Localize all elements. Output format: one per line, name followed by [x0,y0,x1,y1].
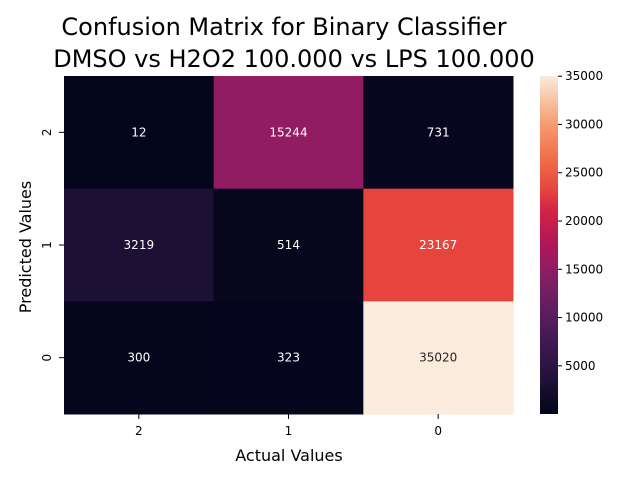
heatmap-cell [363,301,514,415]
x-tick-label: 2 [135,424,143,438]
colorbar-tick-label: 5000 [565,359,596,373]
heatmap-cell [64,188,215,302]
y-tick-label: 1 [40,241,54,249]
x-axis-label: Actual Values [235,446,342,465]
heatmap-cell [363,76,514,190]
colorbar-tick-label: 15000 [565,262,603,276]
heatmap-grid: 12 15244 731 3219 514 23167 300 323 35020 [64,76,514,415]
cell-value-label: 3219 [124,238,155,252]
heatmap-cell [363,188,514,302]
colorbar-tick-label: 35000 [565,69,603,83]
x-axis: 2 1 0 [135,414,442,438]
cell-value-label: 23167 [419,238,457,252]
y-axis-label: Predicted Values [16,181,35,313]
cell-value-label: 514 [277,238,300,252]
x-tick-label: 0 [434,424,442,438]
y-tick-label: 0 [40,354,54,362]
title-line-1: Confusion Matrix for Binary Classifier [61,13,506,41]
colorbar-gradient [540,76,558,414]
heatmap-cell [64,76,215,190]
colorbar-tick-label: 25000 [565,166,603,180]
chart-title: Confusion Matrix for Binary Classifier D… [53,13,535,73]
colorbar-tick-label: 10000 [565,311,603,325]
heatmap-cell [213,301,364,415]
heatmap-cell [213,76,364,190]
cell-value-label: 300 [127,351,150,365]
y-axis: 2 1 0 [40,129,64,362]
cell-value-label: 323 [277,351,300,365]
cell-value-label: 15244 [269,125,307,139]
colorbar-tick-label: 20000 [565,214,603,228]
cell-value-label: 12 [131,125,146,139]
heatmap-cell [213,188,364,302]
colorbar: 5000 10000 15000 20000 25000 30000 35000 [540,69,603,414]
cell-value-label: 35020 [419,351,457,365]
title-line-2: DMSO vs H2O2 100.000 vs LPS 100.000 [53,45,535,73]
cell-value-label: 731 [427,125,450,139]
x-tick-label: 1 [285,424,293,438]
colorbar-tick-label: 30000 [565,117,603,131]
heatmap-cell [64,301,215,415]
y-tick-label: 2 [40,129,54,137]
